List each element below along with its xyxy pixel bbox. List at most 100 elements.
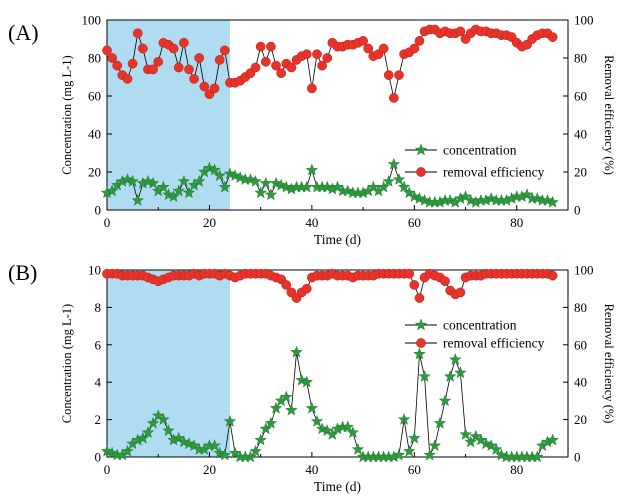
concentration-point bbox=[244, 450, 257, 463]
concentration-point bbox=[454, 366, 467, 379]
concentration-point bbox=[305, 163, 319, 176]
removal-efficiency-point bbox=[189, 74, 199, 84]
removal-efficiency-point bbox=[547, 270, 558, 281]
y-tick-label: 60 bbox=[88, 89, 101, 104]
concentration-point bbox=[259, 422, 273, 435]
concentration-point bbox=[249, 174, 262, 187]
concentration-point bbox=[172, 184, 185, 197]
removal-efficiency-point bbox=[455, 287, 466, 298]
removal-efficiency-point bbox=[209, 83, 220, 94]
concentration-point bbox=[408, 431, 421, 444]
removal-efficiency-point bbox=[266, 41, 276, 52]
concentration-point bbox=[264, 188, 278, 201]
concentration-point bbox=[418, 370, 431, 382]
concentration-point bbox=[423, 448, 436, 461]
removal-efficiency-point bbox=[112, 60, 123, 71]
y-tick-label: 6 bbox=[95, 337, 102, 352]
legend-label: removal efficiency bbox=[443, 336, 545, 351]
concentration-point bbox=[392, 173, 406, 185]
removal-efficiency-point bbox=[271, 60, 281, 71]
y2-tick-label: 60 bbox=[574, 89, 587, 104]
x-axis-title: Time (d) bbox=[314, 232, 361, 247]
concentration-point bbox=[300, 375, 314, 388]
y-tick-label: 10 bbox=[88, 263, 101, 278]
legend-marker-concentration bbox=[414, 143, 428, 156]
concentration-point bbox=[443, 370, 457, 382]
concentration-point bbox=[397, 413, 411, 425]
concentration-point bbox=[290, 345, 303, 358]
concentration-point bbox=[192, 174, 206, 187]
x-tick-label: 0 bbox=[104, 215, 111, 230]
concentration-point bbox=[280, 390, 293, 403]
removal-efficiency-point bbox=[317, 60, 327, 71]
removal-efficiency-point bbox=[173, 62, 184, 73]
concentration-point bbox=[254, 186, 267, 199]
removal-efficiency-point bbox=[404, 268, 415, 279]
removal-efficiency-point bbox=[358, 36, 368, 46]
concentration-point bbox=[464, 435, 477, 448]
removal-efficiency-point bbox=[547, 32, 558, 42]
removal-efficiency-point bbox=[286, 62, 297, 73]
concentration-point bbox=[259, 176, 273, 189]
concentration-point bbox=[387, 157, 401, 170]
y2-tick-label: 80 bbox=[574, 300, 587, 315]
x-tick-label: 20 bbox=[203, 462, 216, 477]
removal-efficiency-point bbox=[214, 55, 225, 65]
removal-efficiency-point bbox=[409, 280, 420, 290]
removal-efficiency-point bbox=[388, 93, 399, 103]
y-axis-title: Concentration (mg L-1) bbox=[60, 55, 74, 174]
concentration-point bbox=[126, 174, 139, 187]
y-tick-label: 80 bbox=[88, 51, 101, 66]
removal-efficiency-point bbox=[394, 70, 404, 80]
removal-efficiency-point bbox=[138, 43, 148, 54]
concentration-point bbox=[167, 190, 180, 203]
concentration-point bbox=[285, 403, 298, 416]
concentration-point bbox=[341, 420, 354, 433]
concentration-point bbox=[402, 444, 416, 457]
y-axis-title: Concentration (mg L-1) bbox=[60, 304, 74, 423]
x-axis-title: Time (d) bbox=[314, 479, 361, 494]
concentration-point bbox=[141, 426, 155, 439]
x-tick-label: 40 bbox=[305, 215, 318, 230]
concentration-point bbox=[433, 416, 447, 429]
x-tick-label: 80 bbox=[510, 462, 523, 477]
y-tick-label: 2 bbox=[95, 412, 102, 427]
concentration-point bbox=[449, 353, 462, 366]
removal-efficiency-point bbox=[414, 293, 425, 303]
removal-efficiency-point bbox=[178, 37, 189, 48]
concentration-point bbox=[392, 448, 406, 461]
concentration-point bbox=[438, 394, 452, 407]
concentration-point bbox=[223, 414, 237, 427]
y2-tick-label: 20 bbox=[574, 412, 587, 427]
concentration-point bbox=[305, 401, 319, 414]
legend-label: concentration bbox=[443, 318, 517, 333]
concentration-point bbox=[254, 433, 267, 446]
concentration-point bbox=[208, 439, 221, 452]
concentration-point bbox=[213, 169, 226, 182]
legend-marker-removal-efficiency bbox=[416, 167, 426, 177]
removal-efficiency-point bbox=[281, 280, 292, 290]
concentration-point bbox=[218, 180, 232, 193]
concentration-point bbox=[269, 401, 283, 414]
concentration-point bbox=[105, 184, 119, 197]
x-tick-label: 20 bbox=[203, 215, 216, 230]
removal-efficiency-point bbox=[219, 45, 230, 56]
concentration-point bbox=[546, 195, 559, 208]
concentration-point bbox=[264, 416, 278, 429]
y2-tick-label: 20 bbox=[574, 165, 587, 180]
concentration-point bbox=[218, 448, 232, 461]
removal-efficiency-point bbox=[255, 41, 266, 52]
x-tick-label: 60 bbox=[408, 462, 421, 477]
y2-tick-label: 40 bbox=[574, 375, 587, 390]
concentration-point bbox=[146, 416, 160, 429]
removal-efficiency-point bbox=[153, 56, 164, 67]
legend-label: removal efficiency bbox=[443, 165, 545, 180]
x-tick-label: 40 bbox=[305, 462, 318, 477]
concentration-point bbox=[157, 180, 170, 193]
removal-efficiency-point bbox=[301, 283, 312, 294]
concentration-point bbox=[131, 193, 144, 206]
legend-marker-removal-efficiency bbox=[416, 338, 426, 348]
y-tick-label: 0 bbox=[95, 450, 102, 465]
concentration-point bbox=[182, 186, 196, 199]
